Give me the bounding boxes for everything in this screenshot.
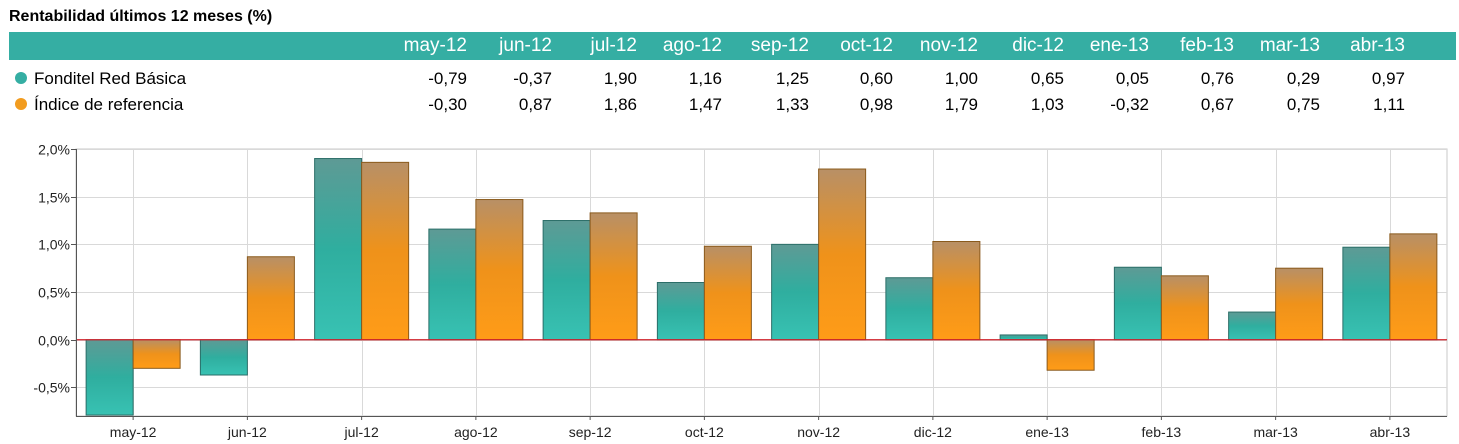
- table-cell: 1,00: [944, 69, 978, 88]
- table-cell: 1,25: [775, 69, 809, 88]
- series-index-marker: [15, 98, 27, 110]
- table-cell: 0,98: [859, 95, 893, 114]
- bar-indice: [246, 256, 295, 341]
- bar-fonditel: [1342, 246, 1391, 341]
- y-tick-label: 0,5%: [38, 285, 70, 301]
- x-tick-label: nov-12: [797, 424, 840, 440]
- table-cell: 0,60: [859, 69, 893, 88]
- table-cell: 0,65: [1030, 69, 1064, 88]
- x-tick-label: mar-13: [1253, 424, 1298, 440]
- table-cell: -0,30: [428, 95, 467, 114]
- bar-indice: [475, 199, 524, 341]
- table-cell: -0,37: [513, 69, 552, 88]
- bar-indice: [1275, 267, 1324, 341]
- bar-fonditel: [771, 243, 820, 341]
- x-tick-label: sep-12: [569, 424, 612, 440]
- bar-indice: [818, 168, 867, 341]
- table-cell: -0,32: [1110, 95, 1149, 114]
- bar-indice: [932, 240, 981, 341]
- table-cell: 1,90: [603, 69, 637, 88]
- x-tick-label: dic-12: [914, 424, 952, 440]
- y-tick-label: 1,5%: [38, 190, 70, 206]
- y-tick-label: 1,0%: [38, 237, 70, 253]
- x-tick-label: ene-13: [1025, 424, 1069, 440]
- bar-indice: [589, 212, 638, 341]
- y-tick-label: -0,5%: [33, 380, 70, 396]
- table-header-month: nov-12: [919, 35, 978, 56]
- table-row-fund: Fonditel Red Básica -0,79 -0,37 1,90 1,16 1,…: [9, 66, 1456, 92]
- table-cell: 0,29: [1286, 69, 1320, 88]
- table-cell: 1,03: [1030, 95, 1064, 114]
- bar-indice: [132, 339, 181, 369]
- table-header-month: ago-12: [662, 35, 722, 56]
- table-cell: 1,79: [944, 95, 978, 114]
- series-fund-marker: [15, 72, 27, 84]
- table-cell: 0,05: [1115, 69, 1149, 88]
- bar-fonditel: [1228, 311, 1277, 341]
- bar-fonditel: [85, 339, 134, 416]
- table-header-month: feb-13: [1180, 35, 1234, 56]
- bar-fonditel: [1113, 266, 1162, 341]
- bar-fonditel: [199, 339, 248, 376]
- table-header-month: sep-12: [750, 35, 809, 56]
- x-tick-label: may-12: [110, 424, 157, 440]
- bar-indice: [1046, 339, 1095, 371]
- table-cell: 1,16: [688, 69, 722, 88]
- table-cell: 0,87: [518, 95, 552, 114]
- bar-indice: [361, 161, 410, 341]
- table-header-month: oct-12: [840, 35, 893, 56]
- bar-fonditel: [999, 334, 1048, 341]
- table-cell: 1,11: [1373, 95, 1405, 114]
- bar-fonditel: [314, 158, 363, 341]
- table-header-month: ene-13: [1089, 35, 1149, 56]
- bar-fonditel: [656, 282, 705, 341]
- x-tick-label: jun-12: [227, 424, 267, 440]
- table-header-month: dic-12: [1012, 35, 1064, 56]
- table-cell: -0,79: [428, 69, 467, 88]
- y-tick-label: 0,0%: [38, 333, 70, 349]
- bar-chart: 2,0% 1,5% 1,0% 0,5% 0,0% -0,5% may-12 jun-12 jul…: [33, 142, 1448, 440]
- y-tick-label: 2,0%: [38, 142, 70, 158]
- table-cell: 0,67: [1200, 95, 1234, 114]
- table-cell: 0,97: [1371, 69, 1405, 88]
- plot-area: [75, 148, 1448, 417]
- x-tick-label: abr-13: [1370, 424, 1411, 440]
- bar-fonditel: [885, 277, 934, 341]
- x-tick-label: oct-12: [685, 424, 724, 440]
- table-header-month: jul-12: [590, 35, 637, 56]
- table-header-month: may-12: [403, 35, 467, 56]
- table-cell: 0,76: [1200, 69, 1234, 88]
- bar-fonditel: [542, 220, 591, 341]
- x-tick-label: ago-12: [454, 424, 498, 440]
- x-tick-label: feb-13: [1142, 424, 1182, 440]
- table-header-month: abr-13: [1350, 35, 1405, 56]
- chart-title: Rentabilidad últimos 12 meses (%): [9, 8, 273, 25]
- table-header-month: jun-12: [499, 35, 552, 56]
- bar-indice: [1160, 275, 1209, 341]
- bar-indice: [1389, 233, 1438, 341]
- table-header: may-12 jun-12 jul-12 ago-12 sep-12 oct-12 nov-…: [9, 32, 1456, 60]
- table-cell: 1,33: [775, 95, 809, 114]
- table-cell: 0,75: [1286, 95, 1320, 114]
- table-cell: 1,86: [603, 95, 637, 114]
- bar-fonditel: [428, 228, 477, 341]
- table-header-month: mar-13: [1259, 35, 1320, 56]
- table-row-index: Índice de referencia -0,30 0,87 1,86 1,47 1,…: [9, 92, 1456, 118]
- bar-indice: [703, 245, 752, 341]
- row-label-index: Índice de referencia: [34, 95, 184, 114]
- row-label-fund: Fonditel Red Básica: [34, 69, 187, 88]
- table-cell: 1,47: [688, 95, 722, 114]
- x-tick-label: jul-12: [344, 424, 379, 440]
